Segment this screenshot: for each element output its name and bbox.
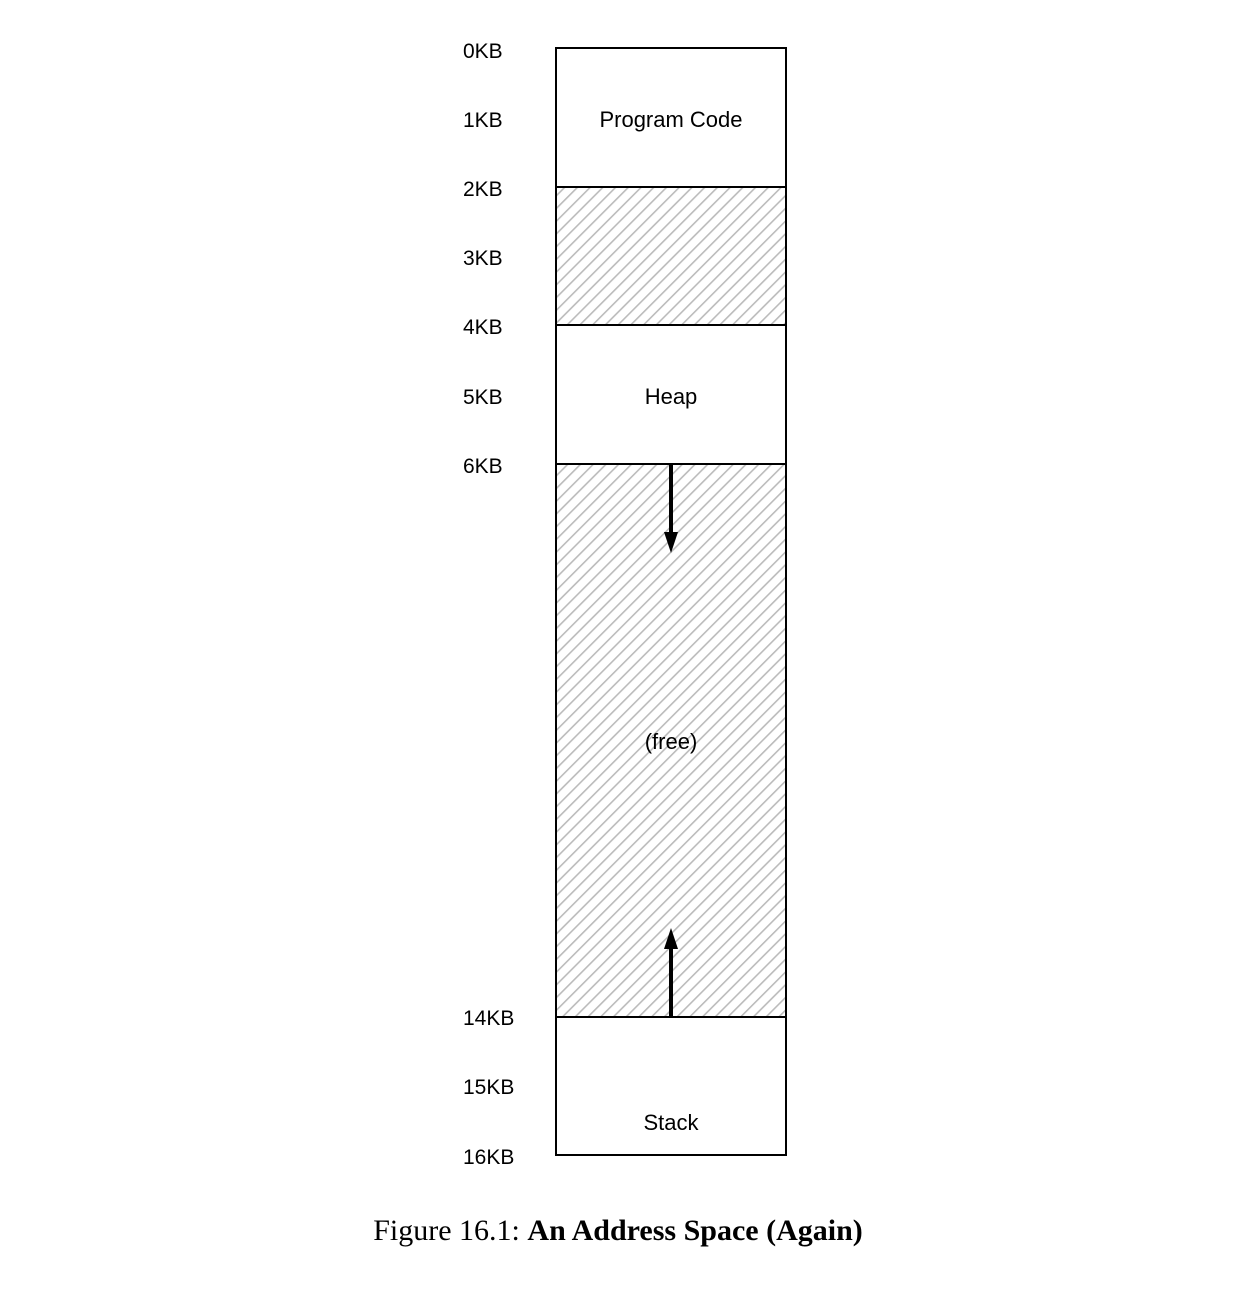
heap-region [555, 324, 787, 465]
address-label-5kb: 5KB [463, 386, 503, 409]
heap-label: Heap [645, 384, 698, 409]
address-label-3kb: 3KB [463, 247, 503, 270]
free-label: (free) [645, 729, 698, 754]
program-code-label: Program Code [599, 107, 742, 132]
stack-growth-arrow [664, 928, 678, 1016]
address-label-16kb: 16KB [463, 1146, 514, 1169]
address-label-1kb: 1KB [463, 109, 503, 132]
caption-prefix: Figure 16.1: [373, 1214, 528, 1247]
heap-growth-arrow [664, 465, 678, 553]
stack-region [555, 1016, 787, 1156]
address-label-6kb: 6KB [463, 455, 503, 478]
caption-title: An Address Space (Again) [527, 1214, 863, 1247]
figure-caption: Figure 16.1: An Address Space (Again) [0, 1214, 1236, 1248]
address-label-0kb: 0KB [463, 40, 503, 63]
address-label-4kb: 4KB [463, 316, 503, 339]
address-label-14kb: 14KB [463, 1007, 514, 1030]
program-code-region [555, 47, 787, 188]
address-label-2kb: 2KB [463, 178, 503, 201]
stack-label: Stack [643, 1110, 699, 1135]
unused-region [555, 186, 787, 326]
free-region [555, 463, 787, 1018]
address-label-15kb: 15KB [463, 1076, 514, 1099]
